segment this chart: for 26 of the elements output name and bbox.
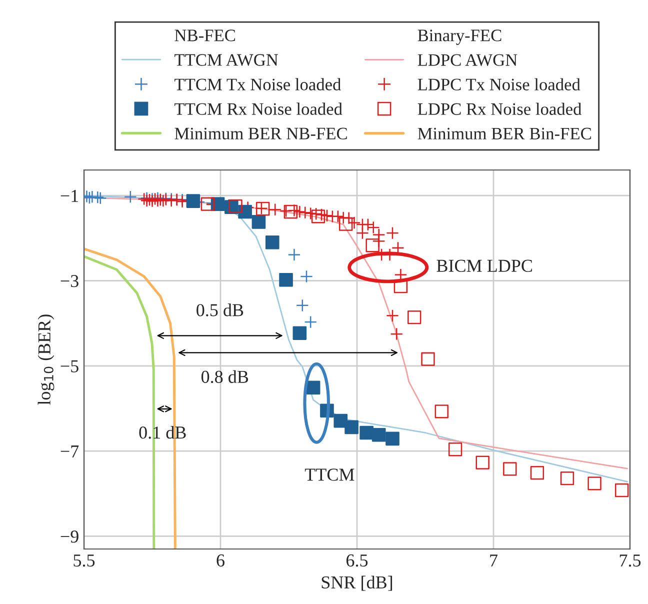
annotation: TTCM	[304, 468, 354, 481]
legend-label: LDPC Rx Noise loaded	[418, 102, 582, 115]
x-tick-label: 5.5	[74, 554, 95, 567]
text: NB-FEC	[174, 30, 235, 42]
y-tick-label: −3	[60, 275, 78, 288]
x-tick-label: 7	[490, 554, 498, 566]
y-tick-label: −5	[60, 360, 78, 372]
y-tick-label: −1	[60, 190, 78, 202]
legend-label: Minimum BER NB-FEC	[174, 128, 347, 140]
x-axis-title: SNR [dB]	[322, 576, 392, 591]
legend-label: TTCM Tx Noise loaded	[174, 78, 341, 90]
annotation: 0.5 dB	[196, 304, 244, 316]
legend-label: TTCM AWGN	[174, 54, 278, 66]
y-tick-label: −7	[60, 445, 79, 458]
legend-label: LDPC Tx Noise loaded	[418, 78, 580, 90]
legend-label: LDPC AWGN	[418, 54, 518, 66]
x-tick-label: 7.5	[620, 554, 641, 567]
x-tick-label: 6.5	[346, 554, 368, 567]
y-tick-label: −9	[60, 530, 78, 543]
y-axis-title: log$_{10}$ (BER)	[38, 314, 54, 405]
annotation: BICM LDPC	[436, 260, 532, 272]
x-tick-label: 6	[216, 554, 224, 567]
annotation: 0.8 dB	[201, 370, 248, 384]
legend-label: Minimum BER Bin-FEC	[418, 128, 591, 140]
text: Binary-FEC	[418, 30, 502, 45]
legend-label: TTCM Rx Noise loaded	[174, 102, 342, 115]
